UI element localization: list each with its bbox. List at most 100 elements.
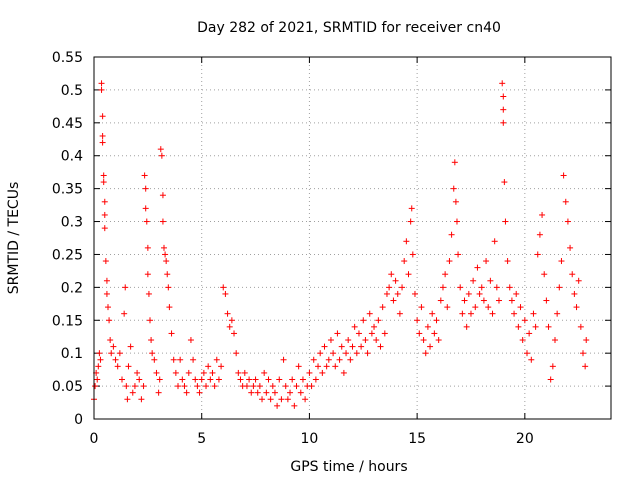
data-point — [463, 323, 470, 330]
data-point — [448, 231, 455, 238]
data-point — [521, 317, 528, 324]
data-point — [386, 284, 393, 291]
data-point — [207, 376, 214, 383]
data-point — [504, 258, 511, 265]
y-tick-label: 0.35 — [52, 182, 83, 198]
data-point — [194, 383, 201, 390]
data-point — [252, 376, 259, 383]
data-point — [198, 376, 205, 383]
data-point — [211, 383, 218, 390]
data-point — [577, 323, 584, 330]
data-point — [515, 323, 522, 330]
x-tick-label: 10 — [301, 431, 319, 447]
data-point — [517, 304, 524, 311]
data-point — [330, 350, 337, 357]
data-point — [506, 284, 513, 291]
data-point — [99, 132, 106, 139]
y-tick-label: 0.3 — [61, 215, 83, 231]
data-point — [396, 310, 403, 317]
data-point — [427, 343, 434, 350]
data-point — [112, 356, 119, 363]
data-point — [513, 290, 520, 297]
data-point — [153, 369, 160, 376]
data-point — [579, 350, 586, 357]
data-point — [459, 310, 466, 317]
data-point — [187, 337, 194, 344]
data-point — [205, 363, 212, 370]
data-point — [271, 389, 278, 396]
y-tick-label: 0.1 — [61, 346, 83, 362]
data-point — [177, 356, 184, 363]
data-point — [213, 356, 220, 363]
data-point — [131, 383, 138, 390]
data-point — [228, 317, 235, 324]
data-point — [444, 304, 451, 311]
data-point — [157, 146, 164, 153]
data-point — [310, 356, 317, 363]
data-point — [534, 251, 541, 258]
data-point — [98, 80, 105, 87]
data-point — [142, 185, 149, 192]
data-point — [265, 376, 272, 383]
data-point — [362, 337, 369, 344]
data-point — [390, 297, 397, 304]
data-point — [145, 290, 152, 297]
data-point — [181, 383, 188, 390]
data-point — [159, 218, 166, 225]
data-point — [108, 350, 115, 357]
data-point — [250, 383, 257, 390]
data-point — [94, 376, 101, 383]
data-point — [102, 258, 109, 265]
data-point — [411, 290, 418, 297]
data-point — [179, 376, 186, 383]
data-point — [256, 383, 263, 390]
data-point — [114, 363, 121, 370]
x-tick-label: 0 — [90, 431, 99, 447]
data-point — [101, 225, 108, 232]
data-point — [116, 350, 123, 357]
data-point — [345, 337, 352, 344]
data-point — [414, 317, 421, 324]
y-tick-label: 0.55 — [52, 50, 83, 66]
data-point — [351, 323, 358, 330]
data-point — [95, 363, 102, 370]
data-point — [562, 198, 569, 205]
data-point — [383, 290, 390, 297]
data-point — [241, 369, 248, 376]
data-point — [124, 396, 131, 403]
data-point — [508, 297, 515, 304]
data-point — [452, 198, 459, 205]
data-point — [338, 343, 345, 350]
data-point — [100, 172, 107, 179]
data-point — [263, 389, 270, 396]
data-point — [319, 369, 326, 376]
x-tick-label: 5 — [197, 431, 206, 447]
y-axis-ticks: 0 0.05 0.1 0.15 0.2 0.25 0.3 0.35 0.4 0.45 0.5 0.55 — [52, 50, 611, 428]
y-tick-label: 0.45 — [52, 116, 83, 132]
data-point — [340, 369, 347, 376]
data-point — [511, 310, 518, 317]
data-point — [107, 337, 114, 344]
data-point — [254, 389, 261, 396]
data-point — [536, 231, 543, 238]
data-point — [289, 376, 296, 383]
data-point — [465, 290, 472, 297]
data-point — [485, 304, 492, 311]
data-point — [500, 119, 507, 126]
data-point — [343, 350, 350, 357]
data-point — [192, 376, 199, 383]
data-point — [392, 277, 399, 284]
data-point — [323, 363, 330, 370]
y-tick-label: 0.5 — [61, 83, 83, 99]
data-point — [381, 330, 388, 337]
data-point — [163, 258, 170, 265]
data-point — [166, 304, 173, 311]
data-point — [418, 304, 425, 311]
data-point — [259, 396, 266, 403]
data-point — [435, 337, 442, 344]
data-point — [478, 284, 485, 291]
data-point — [407, 218, 414, 225]
data-point — [526, 330, 533, 337]
data-point — [583, 337, 590, 344]
